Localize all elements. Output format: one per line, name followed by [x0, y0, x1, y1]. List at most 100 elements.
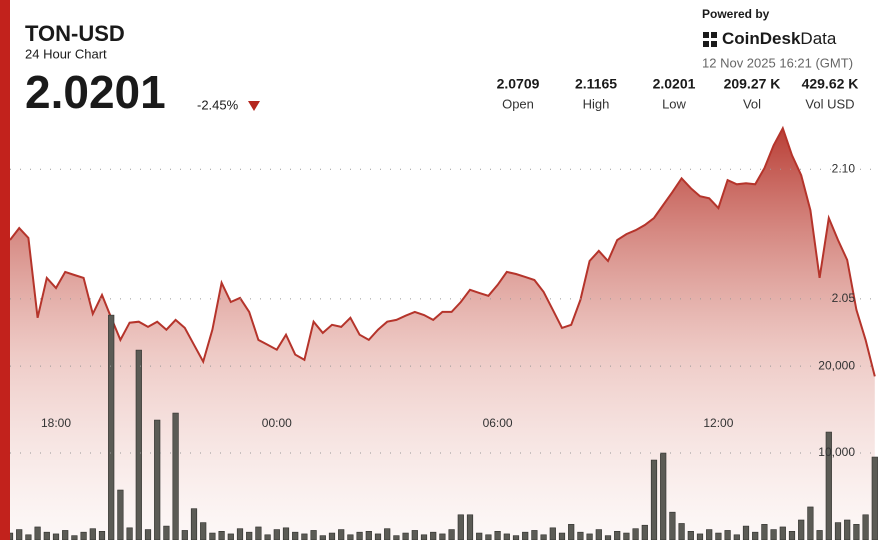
stat-value: 429.62 K	[802, 76, 859, 92]
volume-bar	[209, 532, 216, 540]
volume-bar	[568, 524, 575, 540]
volume-bar	[393, 535, 400, 540]
volume-bar	[10, 532, 14, 540]
volume-bar	[779, 526, 786, 540]
logo: CoinDeskData	[703, 29, 837, 48]
plot	[10, 125, 878, 540]
volume-bar	[172, 412, 179, 540]
volume-bar	[108, 314, 115, 540]
volume-bar	[650, 459, 658, 540]
powered-by: Powered by	[702, 7, 770, 21]
volume-bar	[577, 531, 584, 540]
volume-bar	[696, 533, 704, 540]
volume-bar	[43, 531, 50, 540]
volume-bar	[798, 519, 805, 540]
volume-bar	[448, 529, 455, 540]
x-tick-label: 06:00	[483, 416, 513, 430]
price-line	[10, 125, 876, 377]
x-tick-label: 00:00	[262, 416, 292, 430]
volume-bar	[144, 529, 152, 540]
y-tick-label: 20,000	[818, 358, 855, 372]
volume-bar	[218, 531, 225, 540]
volume-bar	[862, 514, 869, 540]
volume-bar	[181, 530, 188, 540]
volume-bar	[485, 534, 492, 540]
x-tick-label: 12:00	[703, 416, 733, 430]
axes: 2.10 2.05 18:00 00:00 06:00 12:00 20,000 10,000	[10, 161, 879, 459]
volume-bar	[457, 514, 464, 540]
stat-label: Vol USD	[805, 96, 854, 111]
volume-bar	[34, 526, 41, 540]
stat-value: 2.0709	[497, 76, 540, 92]
volume-bar	[549, 527, 556, 540]
volume-bar	[706, 529, 713, 540]
volume-bar	[466, 514, 474, 540]
volume-bar	[494, 531, 501, 540]
volume-bar	[126, 527, 133, 540]
y-tick-label: 2.05	[832, 291, 856, 305]
volume-bar	[292, 531, 299, 540]
y-tick-label: 10,000	[818, 445, 855, 459]
volume-bar	[411, 530, 418, 540]
volume-bar	[844, 519, 851, 540]
volume-bar	[62, 530, 69, 540]
volume-bar	[71, 535, 78, 540]
volume-bar	[439, 533, 446, 540]
change: -2.45%	[197, 97, 239, 112]
volume-bar	[264, 534, 271, 540]
subtitle: 24 Hour Chart	[25, 46, 107, 61]
volume-bar	[623, 532, 630, 540]
volume-bar	[604, 535, 612, 540]
volume-bar	[16, 529, 23, 540]
volume-bar	[715, 532, 722, 540]
volume-bar	[540, 534, 547, 540]
volume-bar	[282, 527, 290, 540]
volume-bar	[807, 506, 814, 540]
volume-bar	[89, 528, 96, 540]
volume-bar	[236, 528, 244, 540]
volume-bar	[687, 531, 694, 540]
volume-bar	[632, 528, 639, 540]
volume-bar	[816, 530, 823, 540]
volume-bar	[752, 531, 759, 540]
symbol: TON-USD	[25, 21, 125, 46]
volume-bar	[347, 534, 354, 540]
volume-bar	[154, 419, 161, 540]
volume-bar	[678, 523, 685, 540]
brand-name: CoinDesk	[722, 29, 801, 48]
volume-bar	[614, 531, 621, 540]
volume-bar	[742, 525, 750, 540]
volume-bar	[669, 511, 676, 540]
volume-bar	[356, 531, 363, 540]
volume-bar	[384, 528, 391, 540]
volume-bar	[80, 531, 87, 540]
down-arrow	[248, 101, 260, 111]
timestamp: 12 Nov 2025 16:21 (GMT)	[702, 55, 853, 70]
volume-bar	[402, 532, 409, 540]
brand: CoinDeskData	[722, 29, 837, 48]
stat-value: 2.0201	[653, 76, 696, 92]
volume-bar	[255, 526, 262, 540]
volume-bar	[761, 524, 768, 540]
volume-bar	[246, 531, 253, 540]
volume-bar	[420, 534, 428, 540]
volume-bar	[301, 533, 308, 540]
stat-label: High	[583, 96, 610, 111]
volume-bar	[724, 530, 731, 540]
volume-bar	[135, 349, 142, 540]
volume-bar	[319, 535, 326, 540]
volume-bar	[52, 533, 60, 540]
price: 2.0201	[25, 66, 166, 118]
stat-label: Open	[502, 96, 534, 111]
y-tick-label: 2.10	[832, 161, 856, 175]
volume-bar	[660, 452, 667, 540]
stat-value: 209.27 K	[724, 76, 781, 92]
volume-bar	[338, 529, 345, 540]
stats: 2.0709 Open 2.1165 High 2.0201 Low 209.27 K Vol…	[497, 76, 859, 112]
price-area	[10, 128, 875, 540]
x-tick-label: 18:00	[41, 416, 71, 430]
volume-bar	[476, 532, 483, 540]
volume-bar	[522, 531, 529, 540]
volume-bar	[586, 533, 593, 540]
